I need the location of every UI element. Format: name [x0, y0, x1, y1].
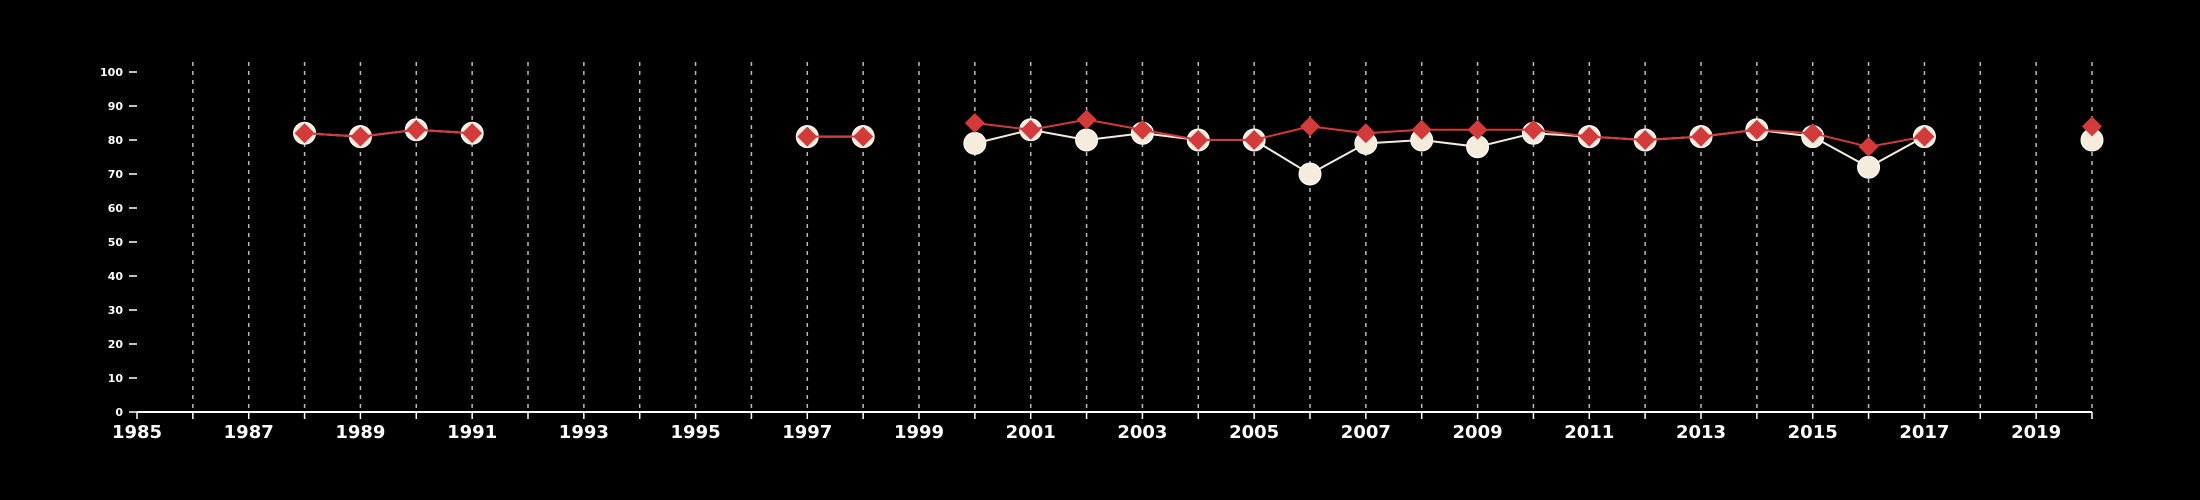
x-tick-label: 2007 — [1341, 422, 1391, 443]
y-tick-label: 100 — [100, 66, 123, 79]
data-point-diamond — [294, 123, 315, 144]
y-tick-label: 20 — [108, 338, 124, 351]
data-point-diamond — [797, 126, 818, 147]
x-tick-label: 2019 — [2011, 422, 2061, 443]
x-tick-label: 1991 — [447, 422, 497, 443]
y-tick-label: 10 — [108, 372, 124, 385]
data-point-diamond — [1076, 109, 1097, 130]
y-tick-label: 50 — [108, 236, 124, 249]
data-point-diamond — [1188, 130, 1209, 150]
data-point-diamond — [2082, 116, 2102, 137]
data-series — [293, 109, 2104, 186]
data-point-diamond — [1802, 123, 1823, 144]
y-tick-label: 0 — [115, 406, 123, 419]
data-point-circle — [963, 131, 987, 155]
y-tick-label: 30 — [108, 304, 124, 317]
y-tick-label: 60 — [108, 202, 124, 215]
data-point-diamond — [1132, 119, 1153, 140]
data-point-diamond — [1914, 126, 1935, 147]
data-point-diamond — [1746, 119, 1767, 140]
data-point-diamond — [1300, 116, 1320, 137]
x-tick-label: 1987 — [224, 422, 274, 443]
data-point-diamond — [1355, 123, 1376, 144]
data-point-diamond — [1691, 126, 1711, 147]
data-point-diamond — [462, 123, 483, 144]
x-tick-label: 2011 — [1564, 422, 1614, 443]
x-tick-label: 2015 — [1788, 422, 1838, 443]
series-2 — [294, 109, 2102, 157]
x-tick-label: 1995 — [671, 422, 721, 443]
data-point-diamond — [406, 119, 427, 140]
data-point-diamond — [1635, 130, 1656, 150]
x-tick-label: 1997 — [782, 422, 832, 443]
data-point-diamond — [350, 126, 371, 147]
x-tick-label: 1993 — [559, 422, 609, 443]
data-point-diamond — [1579, 126, 1600, 147]
data-point-diamond — [1411, 119, 1432, 140]
y-tick-label: 70 — [108, 168, 124, 181]
data-point-circle — [1857, 155, 1881, 179]
series-line — [304, 128, 473, 138]
x-tick-label: 1989 — [335, 422, 385, 443]
x-tick-label: 2001 — [1006, 422, 1056, 443]
x-tick-label: 2003 — [1117, 422, 1167, 443]
x-tick-label: 2017 — [1899, 422, 1949, 443]
y-tick-label: 90 — [108, 100, 124, 113]
x-tick-label: 2013 — [1676, 422, 1726, 443]
x-tick-label: 2009 — [1453, 422, 1503, 443]
data-point-diamond — [1244, 130, 1265, 150]
x-tick-label: 2005 — [1229, 422, 1279, 443]
data-point-diamond — [964, 113, 985, 133]
data-point-diamond — [1523, 119, 1544, 140]
y-tick-label: 40 — [108, 270, 124, 283]
series-1 — [293, 118, 2104, 186]
series-line — [974, 128, 1925, 176]
data-point-circle — [1298, 162, 1322, 186]
data-point-diamond — [1020, 119, 1041, 140]
grid-lines — [192, 62, 2093, 412]
x-tick-label: 1985 — [112, 422, 162, 443]
data-point-diamond — [1467, 119, 1488, 140]
data-point-diamond — [1858, 136, 1879, 157]
data-point-circle — [1075, 128, 1099, 152]
x-tick-label: 1999 — [894, 422, 944, 443]
axes: 0 10 20 30 40 50 60 70 80 90 100 1985 1987 1989 1991 19… — [100, 66, 2093, 443]
data-point-diamond — [853, 126, 874, 147]
y-tick-label: 80 — [108, 134, 124, 147]
